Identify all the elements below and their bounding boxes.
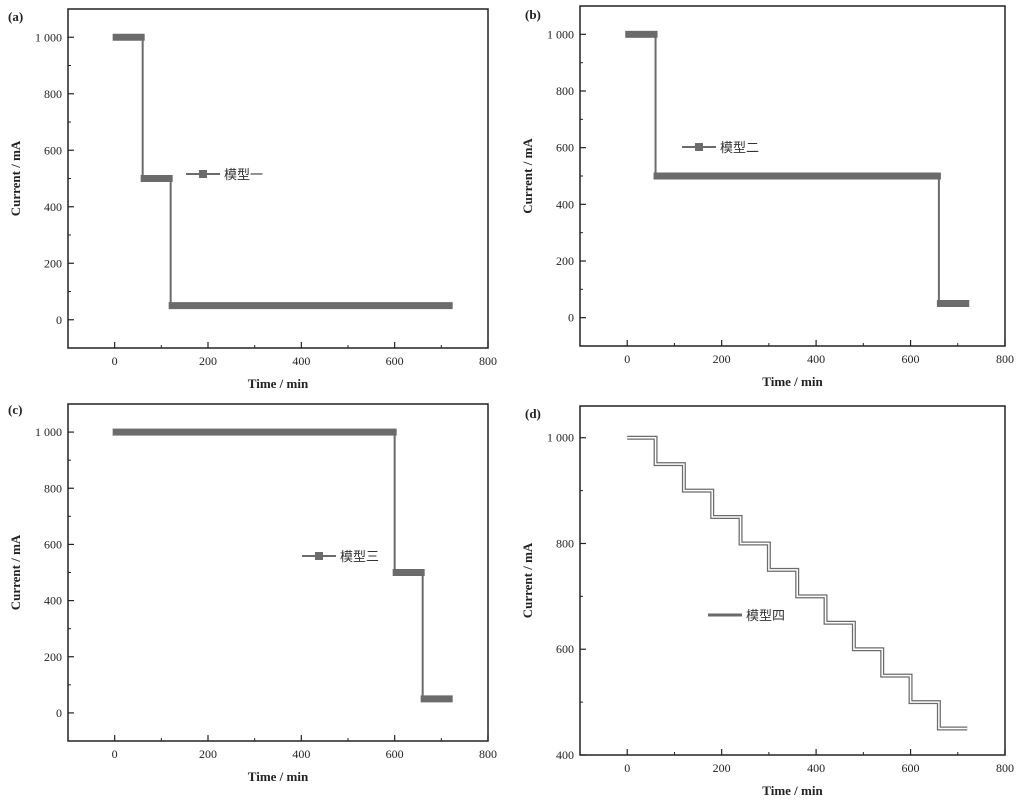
x-tick-label: 800 <box>479 747 497 761</box>
y-tick-label: 0 <box>56 706 62 720</box>
x-tick-label: 200 <box>713 761 731 775</box>
legend-label: 模型三 <box>340 549 379 564</box>
series-line <box>114 431 451 700</box>
legend-marker <box>315 552 323 560</box>
y-axis-title: Current / mA <box>8 534 23 610</box>
y-tick-label: 1 000 <box>35 425 62 439</box>
panel-label: (d) <box>525 406 541 421</box>
series-segment <box>936 300 970 307</box>
x-tick-label: 0 <box>112 747 118 761</box>
x-axis-title: Time / min <box>762 374 823 389</box>
y-tick-label: 400 <box>556 748 574 762</box>
y-tick-label: 0 <box>56 313 62 327</box>
y-tick-label: 800 <box>556 84 574 98</box>
x-tick-label: 200 <box>713 352 731 366</box>
legend-marker <box>695 143 703 151</box>
series-line-inner <box>627 436 968 730</box>
x-tick-label: 600 <box>902 352 920 366</box>
y-axis-title: Current / mA <box>520 542 535 618</box>
panel-label: (b) <box>525 7 541 22</box>
series-segment <box>140 175 173 182</box>
x-tick-label: 800 <box>479 354 497 368</box>
series-segment <box>392 569 425 576</box>
chart-panel-d: (d) 0 200 400 600 800 400 600 800 1 000 Time / min… <box>520 405 1014 798</box>
y-tick-label: 800 <box>44 481 62 495</box>
series-segment <box>112 428 397 436</box>
y-tick-label: 600 <box>44 143 62 157</box>
x-tick-label: 200 <box>199 354 217 368</box>
y-tick-label: 600 <box>44 537 62 551</box>
plot-frame <box>67 8 489 349</box>
y-axis-title: Current / mA <box>520 138 535 214</box>
series-line <box>627 33 968 305</box>
x-tick-label: 800 <box>996 761 1014 775</box>
chart-panel-b: (b) 0 200 400 600 800 0 200 400 600 800 1 000 Time /… <box>520 5 1014 389</box>
series-segment <box>168 302 453 310</box>
plot-frame <box>67 403 489 742</box>
y-tick-label: 200 <box>556 254 574 268</box>
x-tick-label: 600 <box>386 354 404 368</box>
x-axis-title: Time / min <box>248 376 309 391</box>
y-tick-label: 0 <box>568 311 574 325</box>
chart-panel-a: (a) 0 200 400 600 800 0 200 400 600 800 1 000 Time /… <box>8 8 497 391</box>
x-tick-label: 400 <box>807 761 825 775</box>
y-tick-label: 1 000 <box>547 27 574 41</box>
x-tick-label: 0 <box>624 761 630 775</box>
x-axis-title: Time / min <box>248 769 309 784</box>
panel-label: (c) <box>8 402 22 417</box>
x-tick-label: 600 <box>386 747 404 761</box>
y-tick-label: 200 <box>44 256 62 270</box>
x-tick-label: 0 <box>624 352 630 366</box>
panel-label: (a) <box>8 9 23 24</box>
legend-marker <box>199 170 207 178</box>
x-tick-label: 400 <box>292 747 310 761</box>
y-axis-title: Current / mA <box>8 140 23 216</box>
legend-label: 模型四 <box>746 608 785 623</box>
y-tick-label: 400 <box>44 200 62 214</box>
y-tick-label: 200 <box>44 650 62 664</box>
chart-panel-c: (c) 0 200 400 600 800 0 200 400 600 800 1 000 Time /… <box>8 402 497 784</box>
series-segment <box>420 695 453 703</box>
series-line <box>114 36 451 307</box>
y-tick-label: 800 <box>556 536 574 550</box>
y-tick-label: 800 <box>44 87 62 101</box>
series-segment <box>653 172 941 180</box>
x-tick-label: 400 <box>292 354 310 368</box>
legend-label: 模型二 <box>720 140 759 155</box>
series-segment <box>625 30 658 38</box>
y-tick-label: 1 000 <box>35 30 62 44</box>
series-segment <box>112 33 145 41</box>
x-tick-label: 0 <box>112 354 118 368</box>
plot-frame <box>579 405 1006 756</box>
x-tick-label: 800 <box>996 352 1014 366</box>
x-tick-label: 600 <box>902 761 920 775</box>
y-tick-label: 600 <box>556 141 574 155</box>
y-tick-label: 600 <box>556 642 574 656</box>
x-axis-title: Time / min <box>762 783 823 798</box>
y-tick-label: 1 000 <box>547 431 574 445</box>
x-tick-label: 200 <box>199 747 217 761</box>
y-tick-label: 400 <box>556 197 574 211</box>
x-tick-label: 400 <box>807 352 825 366</box>
y-tick-label: 400 <box>44 594 62 608</box>
legend-label: 模型一 <box>224 167 263 182</box>
